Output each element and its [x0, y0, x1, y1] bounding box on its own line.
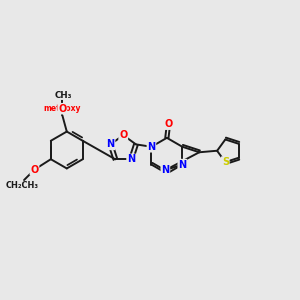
Text: N: N: [178, 160, 186, 170]
Text: O: O: [30, 165, 39, 175]
Text: CH₃: CH₃: [54, 91, 72, 100]
Text: O: O: [58, 104, 66, 114]
Text: O: O: [164, 119, 172, 129]
Text: N: N: [147, 142, 155, 152]
Text: N: N: [127, 154, 135, 164]
Text: CH₂CH₃: CH₂CH₃: [5, 182, 38, 190]
Text: S: S: [222, 157, 229, 167]
Text: methoxy: methoxy: [43, 104, 80, 113]
Text: O: O: [119, 130, 128, 140]
Text: N: N: [106, 140, 115, 149]
Text: N: N: [161, 165, 169, 175]
